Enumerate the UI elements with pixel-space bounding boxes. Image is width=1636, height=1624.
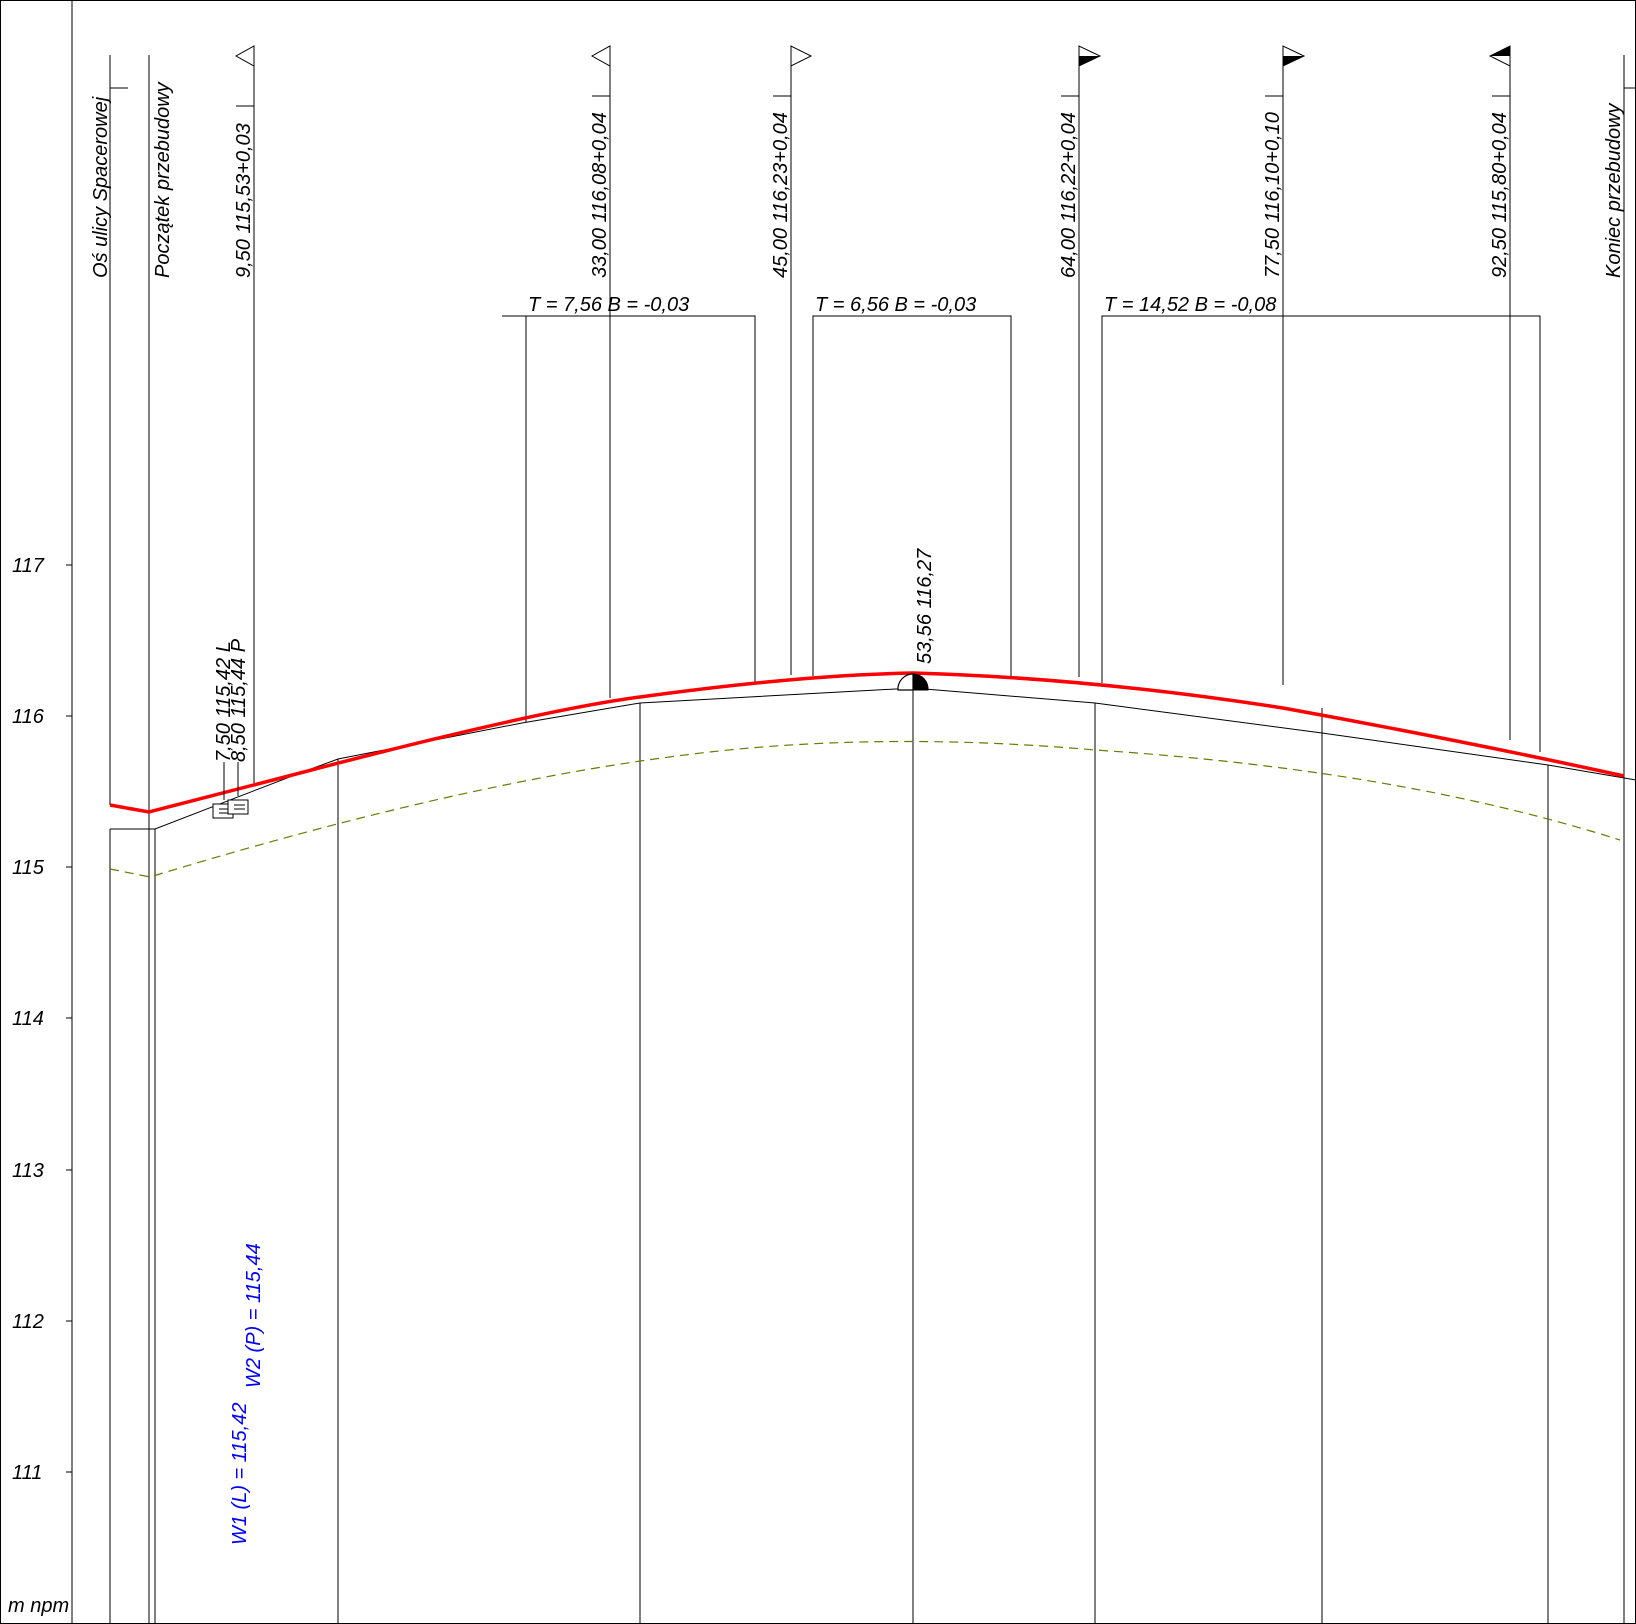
station-label-poczatek: Początek przebudowy (152, 81, 174, 278)
curve-bracket-2 (812, 315, 1012, 676)
hollow-left-flag-icon (234, 45, 255, 67)
bottom-station-lines (109, 688, 1625, 1624)
tick-label-111: 111 (12, 1462, 42, 1484)
existing-ground-line (110, 687, 1636, 830)
crest-label: 53,56 116,27 (914, 548, 936, 664)
station-label-92-50: 92,50 115,80+0,04 (1489, 112, 1511, 278)
station-flags (234, 45, 1511, 67)
station-label-77-50: 77,50 116,10+0,10 (1262, 112, 1284, 278)
curve-label-1: T = 7,56 B = -0,03 (528, 294, 689, 316)
half-right-flag-fill (1283, 56, 1304, 66)
tick-label-113: 113 (12, 1160, 44, 1182)
unit-label: m npm (8, 1595, 69, 1617)
station-leaders (109, 48, 1636, 808)
well-label-w1: W1 (L) = 115,42 (229, 1403, 251, 1545)
well-label-w2: W2 (P) = 115,44 (243, 1243, 265, 1388)
curve-label-2: T = 6,56 B = -0,03 (815, 294, 976, 316)
curve-label-3: T = 14,52 B = -0,08 (1104, 294, 1276, 316)
tick-label-116: 116 (12, 706, 45, 728)
offset-dashed-line (109, 740, 1621, 878)
hollow-left-flag-icon (590, 45, 611, 67)
station-label-45-00: 45,00 116,23+0,04 (770, 112, 792, 278)
hollow-right-flag-icon (790, 45, 813, 67)
station-label-os: Oś ulicy Spacerowej (90, 96, 112, 278)
station-label-33-00: 33,00 116,08+0,04 (589, 112, 611, 278)
station-label-group: Oś ulicy Spacerowej Początek przebudowy … (90, 81, 1625, 278)
inlets: 7,50 115,42 L 8,50 115,44 P (212, 638, 250, 819)
tick-label-117: 117 (12, 555, 45, 577)
inlet-box-icon (227, 799, 249, 815)
design-grade-line (109, 671, 1625, 814)
well-annotations: W1 (L) = 115,42 W2 (P) = 115,44 (229, 1243, 265, 1545)
crest-marker: 53,56 116,27 (897, 548, 936, 691)
inlet-label-left: 7,50 115,42 L (213, 641, 235, 762)
station-label-64-00: 64,00 116,22+0,04 (1058, 112, 1080, 278)
half-right-flag-fill (1079, 56, 1100, 66)
tick-label-115: 115 (12, 857, 45, 879)
vertical-curve-brackets: T = 7,56 B = -0,03 T = 6,56 B = -0,03 T … (502, 294, 1541, 752)
crest-half-circle-icon (912, 673, 929, 691)
half-left-flag-fill (1490, 46, 1510, 56)
tick-label-114: 114 (12, 1008, 44, 1030)
elevation-ticks: 117 116 115 114 113 112 111 m npm (8, 555, 72, 1617)
curve-bracket-3 (1101, 315, 1541, 752)
station-label-9-50: 9,50 115,53+0,03 (233, 123, 255, 278)
curve-bracket-1 (525, 315, 756, 722)
tick-label-112: 112 (12, 1311, 44, 1333)
inlet-label-right: 8,50 115,44 P (228, 638, 250, 762)
station-label-koniec: Koniec przebudowy (1603, 102, 1625, 278)
crest-half-circle-icon (897, 673, 914, 691)
